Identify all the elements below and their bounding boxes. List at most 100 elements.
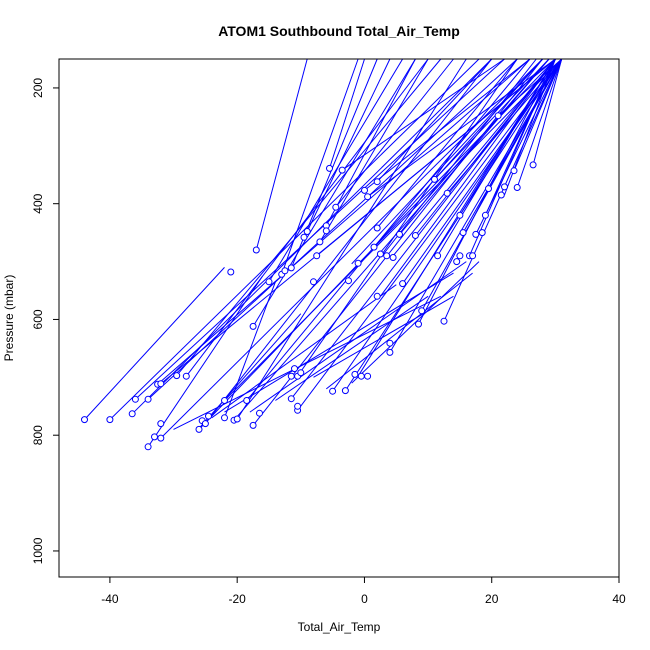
data-point-62 [386, 348, 394, 356]
data-point-65 [396, 230, 403, 238]
series-line-23 [281, 58, 359, 275]
series-line-20 [252, 58, 416, 327]
data-point-73 [443, 189, 451, 197]
data-point-80 [472, 230, 480, 238]
y-tick-label: 400 [31, 193, 45, 213]
data-point-77 [459, 229, 467, 237]
chart-title: ATOM1 Southbound Total_Air_Temp [218, 23, 460, 39]
series-line-61 [484, 58, 556, 216]
data-point-3 [128, 410, 136, 418]
data-point-40 [310, 278, 317, 286]
series-line-19 [252, 58, 543, 426]
series-line-4 [135, 58, 505, 400]
data-point-46 [329, 387, 337, 395]
data-point-88 [513, 184, 521, 191]
series-line-18 [246, 58, 531, 401]
data-point-89 [529, 161, 537, 169]
data-point-57 [373, 224, 381, 232]
series-line-63 [497, 58, 563, 117]
data-point-66 [399, 280, 407, 288]
data-point-87 [510, 167, 518, 175]
data-point-7 [151, 433, 158, 441]
data-point-28 [265, 278, 273, 286]
series-line-65 [513, 58, 563, 171]
data-point-90 [297, 369, 305, 377]
data-point-12 [173, 372, 181, 380]
data-point-24 [249, 421, 257, 429]
data-point-25 [249, 322, 257, 330]
data-point-53 [361, 186, 368, 194]
data-point-6 [144, 443, 152, 451]
data-point-14 [195, 425, 203, 433]
data-point-19 [221, 414, 228, 422]
series-line-49 [402, 58, 563, 284]
data-point-72 [440, 317, 448, 325]
x-axis: -40 -20 0 20 40 [101, 577, 626, 606]
data-point-27 [256, 409, 263, 417]
series-line-21 [255, 58, 308, 251]
series-layer [84, 58, 563, 448]
data-point-49 [341, 387, 349, 395]
series-line-26 [297, 58, 518, 377]
data-point-81 [478, 229, 486, 237]
data-point-54 [364, 193, 372, 201]
data-point-69 [418, 307, 426, 315]
data-point-85 [497, 191, 505, 199]
series-line-43 [376, 58, 493, 183]
data-point-20 [227, 268, 235, 276]
series-line-22 [268, 58, 404, 283]
series-line-73 [275, 295, 429, 401]
data-point-59 [373, 292, 381, 300]
series-line-45 [383, 58, 537, 255]
data-point-60 [376, 250, 384, 258]
series-line-53 [434, 58, 550, 180]
series-line-5 [147, 58, 518, 400]
series-line-57 [459, 58, 556, 216]
data-point-52 [357, 372, 365, 380]
series-line-50 [415, 58, 556, 236]
data-point-79 [469, 252, 477, 260]
series-line-39 [364, 58, 531, 191]
data-point-26 [252, 246, 260, 254]
series-line-75 [325, 272, 473, 390]
y-tick-label: 800 [31, 425, 45, 445]
data-point-83 [485, 185, 492, 193]
data-point-9 [157, 380, 165, 388]
x-tick-label: 20 [485, 592, 499, 606]
data-point-33 [287, 372, 295, 380]
y-axis: 200 400 600 800 1000 [31, 78, 59, 564]
data-point-18 [221, 397, 228, 404]
data-point-48 [338, 166, 346, 174]
series-line-33 [332, 58, 563, 392]
series-line-40 [367, 58, 556, 198]
data-point-38 [300, 233, 308, 241]
data-point-55 [364, 372, 372, 380]
plot-area [81, 58, 563, 451]
series-line-24 [290, 58, 556, 400]
data-point-4 [131, 395, 139, 403]
series-line-6 [147, 275, 264, 448]
series-line-42 [376, 58, 518, 229]
data-point-44 [322, 227, 330, 235]
data-point-41 [313, 252, 321, 260]
series-line-17 [236, 58, 467, 420]
data-point-17 [205, 412, 212, 420]
series-line-67 [532, 58, 563, 166]
data-point-70 [431, 175, 438, 183]
data-point-63 [386, 339, 394, 347]
data-point-13 [182, 372, 190, 380]
series-line-44 [379, 58, 556, 297]
data-point-91 [351, 370, 359, 378]
series-line-69 [211, 284, 397, 419]
y-tick-label: 1000 [31, 537, 45, 564]
series-line-71 [224, 272, 454, 413]
data-point-58 [373, 178, 381, 186]
data-point-34 [291, 365, 298, 373]
data-point-23 [243, 397, 251, 404]
series-line-48 [399, 58, 550, 235]
data-point-2 [106, 416, 114, 424]
series-line-74 [313, 295, 454, 378]
plot-frame [58, 58, 620, 578]
series-line-56 [446, 58, 563, 194]
y-tick-label: 200 [31, 78, 45, 98]
